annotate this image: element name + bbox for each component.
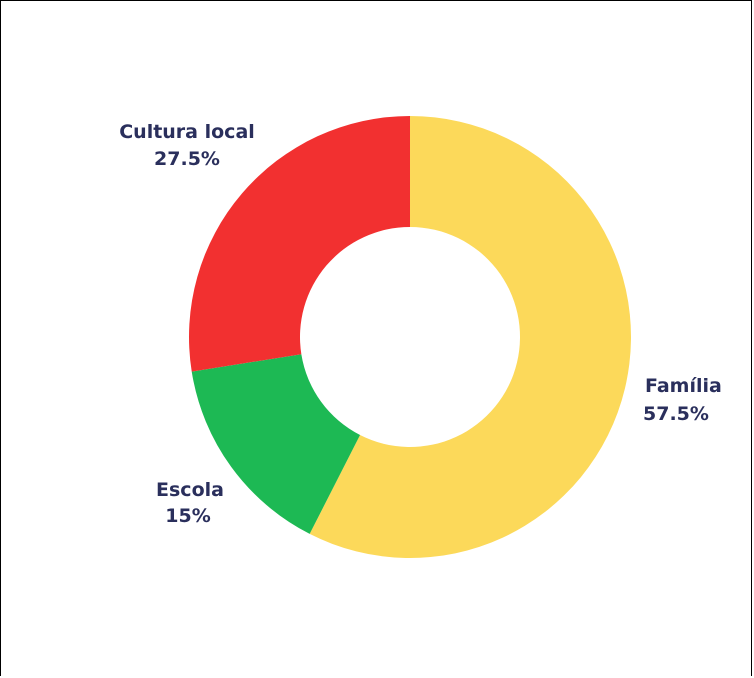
donut-slices bbox=[188, 116, 631, 558]
slice-label-escola-value: 15% bbox=[165, 505, 210, 527]
slice-cultura-local bbox=[188, 116, 410, 372]
slice-label-familia-name: Família bbox=[645, 375, 722, 397]
slice-label-escola-name: Escola bbox=[156, 479, 224, 501]
slice-label-familia-value: 57.5% bbox=[643, 403, 709, 425]
slice-label-cultura-local-name: Cultura local bbox=[119, 121, 255, 143]
slice-label-cultura-local-value: 27.5% bbox=[154, 148, 220, 170]
slice-fam-lia bbox=[309, 116, 631, 558]
slice-escola bbox=[191, 354, 361, 534]
